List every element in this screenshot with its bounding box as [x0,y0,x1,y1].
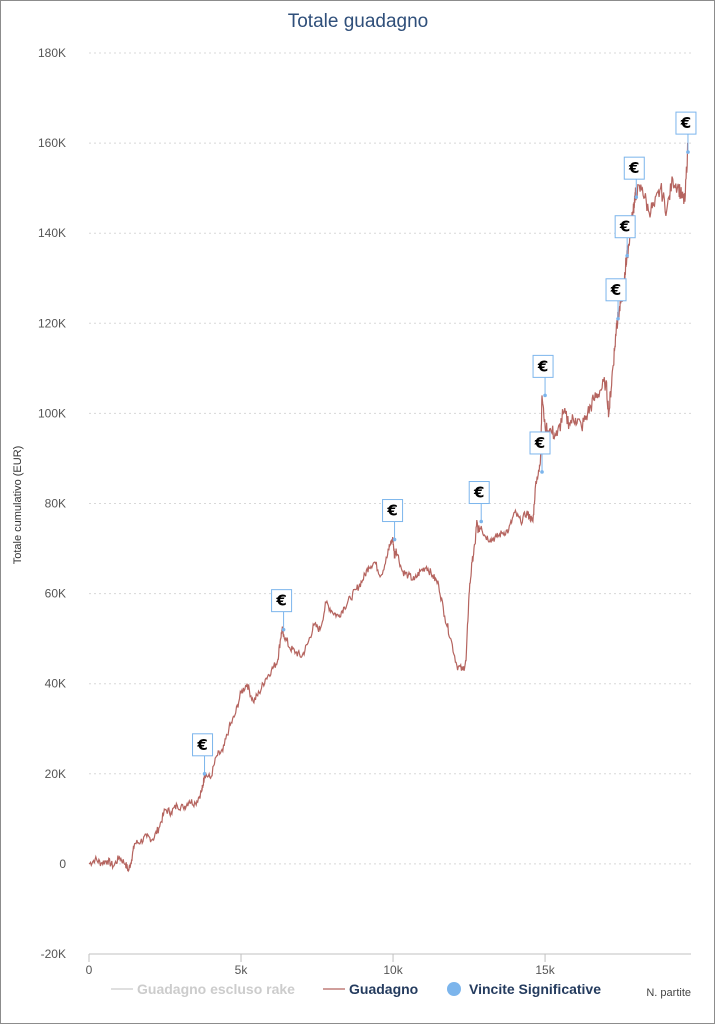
y-tick-label: 20K [45,767,66,781]
flag-marker[interactable]: € [614,215,636,258]
legend-label: Guadagno [349,981,418,997]
y-tick-label: 100K [38,406,66,420]
series-line-guadagno [88,142,689,873]
flag-label: € [534,434,545,452]
y-axis: -20K 0 20K 40K 60K 80K 100K 120K 140K 160K 180K [38,46,66,961]
flag-label: € [386,502,397,520]
flag-marker[interactable]: € [468,481,490,524]
flag-label: € [473,484,484,502]
legend-item[interactable]: Guadagno [323,981,418,997]
legend-label: Vincite Significative [469,981,601,997]
flag-label: € [275,592,286,610]
chart-title: Totale guadagno [288,11,429,32]
y-tick-label: 160K [38,136,66,150]
legend: Guadagno escluso rake Guadagno Vincite Sig… [111,981,601,997]
flag-label: € [196,736,207,754]
flag-markers: € € € € € € € € € € [192,111,697,776]
legend-label: Guadagno escluso rake [137,981,295,997]
y-tick-label: 180K [38,46,66,60]
x-axis-label: N. partite [646,987,691,999]
y-tick-label: 0 [59,857,66,871]
legend-dot-icon [447,982,461,996]
x-tick-label: 10k [383,963,403,977]
flag-marker[interactable]: € [675,111,697,154]
legend-item[interactable]: Vincite Significative [447,981,601,997]
flag-marker[interactable]: € [271,589,293,632]
y-tick-label: -20K [41,947,66,961]
flag-marker[interactable]: € [382,499,404,542]
flag-marker[interactable]: € [192,733,214,776]
flag-marker[interactable]: € [605,278,627,321]
y-tick-label: 140K [38,226,66,240]
y-axis-label: Totale cumulativo (EUR) [12,446,24,565]
y-tick-label: 40K [45,677,66,691]
flag-label: € [610,281,621,299]
x-tick-label: 5k [235,963,249,977]
y-tick-label: 80K [45,497,66,511]
y-tick-label: 60K [45,587,66,601]
flag-marker[interactable]: € [529,431,551,474]
plot-area [88,142,689,873]
x-axis: 0 5k 10k 15k [86,953,691,977]
x-tick-label: 15k [535,963,555,977]
flag-label: € [628,159,639,177]
flag-label: € [619,218,630,236]
y-tick-label: 120K [38,316,66,330]
flag-label: € [680,114,691,132]
legend-item[interactable]: Guadagno escluso rake [111,981,295,997]
flag-label: € [537,357,548,375]
x-tick-label: 0 [86,963,93,977]
flag-marker[interactable]: € [532,354,554,398]
flag-marker[interactable]: € [623,156,645,199]
